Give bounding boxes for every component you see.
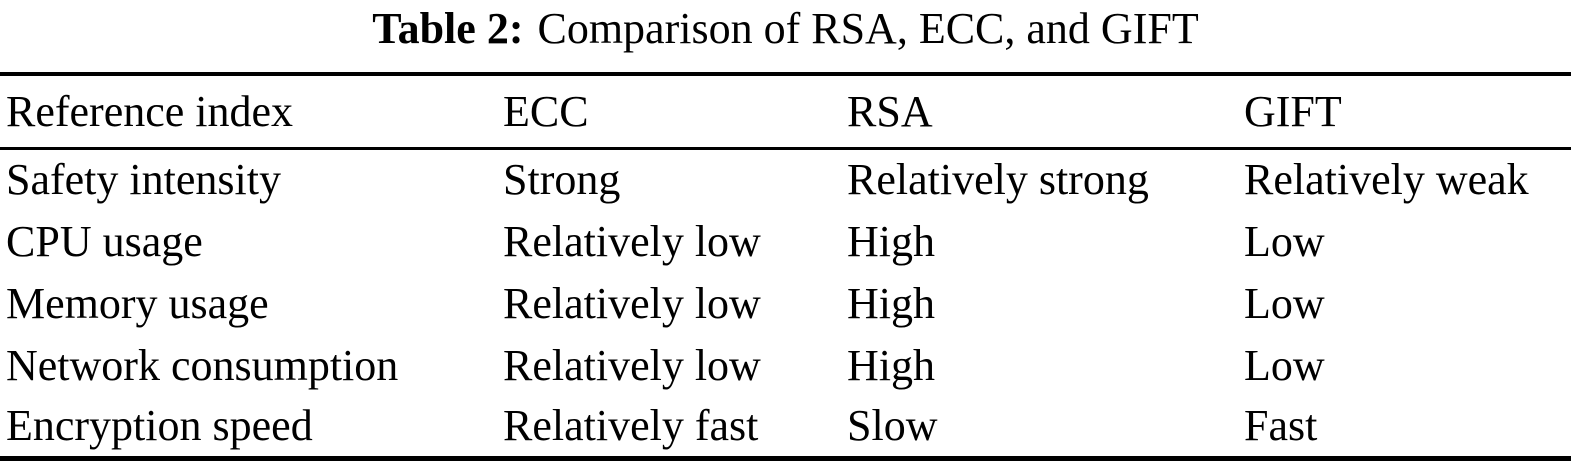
- table-caption: Table 2: Comparison of RSA, ECC, and GIFT: [0, 0, 1571, 58]
- row-label: CPU usage: [6, 216, 203, 266]
- column-header-ecc: ECC: [503, 86, 589, 136]
- table-cell: High: [847, 340, 935, 390]
- table-cell: Slow: [847, 401, 938, 451]
- table-cell: Relatively weak: [1244, 155, 1529, 205]
- table-cell: Strong: [503, 155, 621, 205]
- table-cell: Relatively fast: [503, 401, 759, 451]
- table-caption-label: Table 2:: [372, 4, 524, 53]
- table-cell: Fast: [1244, 401, 1318, 451]
- table-cell: Relatively low: [503, 278, 761, 328]
- table-row: Safety intensity Strong Relatively stron…: [0, 148, 1571, 210]
- table-header-row: Reference index ECC RSA GIFT: [0, 74, 1571, 148]
- table-row: Network consumption Relatively low High …: [0, 334, 1571, 396]
- row-label: Network consumption: [6, 340, 399, 390]
- table-cell: Relatively strong: [847, 155, 1149, 205]
- table-cell: Low: [1244, 278, 1325, 328]
- table-cell: High: [847, 278, 935, 328]
- row-label: Encryption speed: [6, 401, 313, 451]
- table-cell: Low: [1244, 216, 1325, 266]
- column-header-gift: GIFT: [1244, 86, 1342, 136]
- table-cell: High: [847, 216, 935, 266]
- table-row: CPU usage Relatively low High Low: [0, 210, 1571, 272]
- row-label: Safety intensity: [6, 155, 281, 205]
- table-cell: Low: [1244, 340, 1325, 390]
- column-header-reference-index: Reference index: [6, 86, 294, 136]
- table-cell: Relatively low: [503, 340, 761, 390]
- table-cell: Relatively low: [503, 216, 761, 266]
- column-header-rsa: RSA: [847, 86, 933, 136]
- comparison-table: Reference index ECC RSA GIFT Safety inte…: [0, 72, 1571, 461]
- table-caption-title: Comparison of RSA, ECC, and GIFT: [537, 4, 1199, 53]
- table-row: Encryption speed Relatively fast Slow Fa…: [0, 396, 1571, 458]
- table-row: Memory usage Relatively low High Low: [0, 272, 1571, 334]
- row-label: Memory usage: [6, 278, 269, 328]
